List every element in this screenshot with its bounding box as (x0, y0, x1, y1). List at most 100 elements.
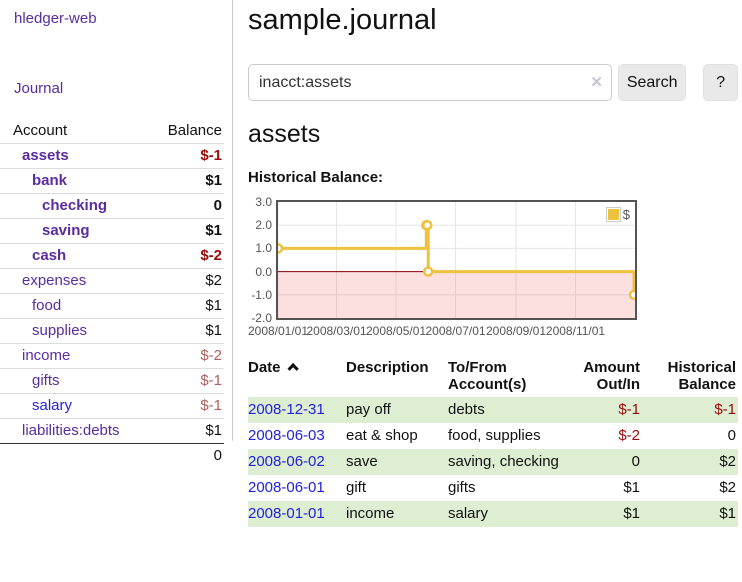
search-input[interactable] (248, 64, 612, 101)
x-axis-tick: 2008/09/01 (485, 324, 547, 338)
transaction-date-link[interactable]: 2008-06-01 (248, 479, 325, 496)
transaction-description: gift (346, 479, 367, 496)
brand-link[interactable]: hledger-web (14, 10, 97, 27)
legend-swatch-icon (605, 207, 621, 222)
help-button[interactable]: ? (703, 64, 738, 101)
account-balance: $-1 (141, 143, 224, 169)
transaction-amount: $-1 (572, 397, 642, 423)
account-row: gifts $-1 (0, 368, 224, 394)
transaction-description: eat & shop (346, 427, 418, 444)
chart-title: Historical Balance: (248, 169, 384, 186)
y-axis-tick: -2.0 (251, 311, 272, 325)
accounts-header-balance: Balance (167, 122, 222, 139)
y-axis-tick: 1.0 (255, 241, 272, 256)
account-row: liabilities:debts $1 (0, 418, 224, 444)
transaction-accounts: gifts (448, 479, 476, 496)
account-balance: $-1 (141, 368, 224, 394)
transaction-balance: $2 (719, 479, 736, 496)
clear-search-icon[interactable]: ✕ (590, 74, 603, 91)
chart-data-point (278, 243, 284, 254)
account-link-saving[interactable]: saving (42, 222, 90, 239)
account-heading: assets (248, 120, 321, 148)
transaction-date-link[interactable]: 2008-06-03 (248, 427, 325, 444)
legend-label: $ (622, 207, 630, 222)
x-axis-tick: 2008/11/01 (545, 324, 606, 338)
search-form: ✕ Search ? (248, 64, 738, 101)
transaction-accounts: debts (448, 397, 572, 423)
chart-legend: $ (605, 207, 630, 222)
register-header-balance: Historical Balance (667, 359, 736, 393)
register-row: 2008-06-01 gift gifts $1 $2 (248, 475, 738, 501)
transaction-description: pay off (346, 397, 448, 423)
y-axis-tick: 0.0 (255, 264, 272, 279)
accounts-total-value: 0 (141, 443, 224, 468)
account-row: income $-2 (0, 343, 224, 369)
accounts-header-account: Account (13, 122, 68, 139)
sidebar-nav: Journal (0, 80, 232, 97)
account-row: saving $1 (0, 218, 224, 244)
register-header-date[interactable]: Date (248, 355, 346, 397)
account-link-expenses[interactable]: expenses (22, 272, 87, 289)
transaction-description: income (346, 501, 448, 527)
transaction-balance: 0 (727, 427, 736, 444)
sort-asc-icon (286, 363, 299, 375)
register-header-description: Description (346, 359, 429, 376)
transaction-accounts: salary (448, 501, 572, 527)
register-header-row: Date Description To/From Account(s) Amou… (248, 355, 738, 397)
transaction-date-link[interactable]: 2008-06-02 (248, 453, 325, 470)
account-link-checking[interactable]: checking (42, 197, 108, 214)
accounts-total-row: 0 (0, 443, 224, 468)
account-balance: 0 (141, 193, 224, 219)
brand: hledger-web (0, 10, 232, 27)
transaction-balance: $1 (642, 501, 738, 527)
account-row: supplies $1 (0, 318, 224, 344)
x-axis-tick: 2008/05/01 (365, 324, 427, 338)
transaction-date-link[interactable]: 2008-12-31 (248, 401, 325, 418)
chart-data-point (628, 289, 635, 301)
register-header-amount: Amount Out/In (583, 359, 640, 393)
x-axis-tick: 2008/07/01 (425, 324, 486, 338)
account-balance: $2 (141, 268, 224, 294)
account-link-supplies[interactable]: supplies (32, 322, 88, 339)
account-row: cash $-2 (0, 243, 224, 269)
y-axis-tick: 2.0 (255, 218, 272, 233)
search-button[interactable]: Search (618, 64, 687, 101)
account-link-gifts[interactable]: gifts (32, 372, 60, 389)
account-balance: $1 (141, 293, 224, 319)
chart-data-point (422, 266, 434, 277)
accounts-table: Account Balance assets $-1 bank $1 checking 0… (0, 119, 224, 468)
search-box: ✕ (248, 64, 612, 101)
nav-journal-link[interactable]: Journal (14, 80, 64, 97)
account-link-liabilities-debts[interactable]: liabilities:debts (22, 422, 120, 439)
account-row: expenses $2 (0, 268, 224, 294)
transaction-amount: 0 (572, 449, 642, 475)
transaction-accounts: saving, checking (448, 449, 572, 475)
account-row: food $1 (0, 293, 224, 319)
account-balance: $-1 (141, 393, 224, 419)
register-row: 2008-06-03 eat & shop food, supplies $-2 0 (248, 423, 738, 449)
account-link-cash[interactable]: cash (32, 247, 67, 264)
account-balance: $-2 (141, 343, 224, 369)
transaction-balance: $-1 (642, 397, 738, 423)
account-link-bank[interactable]: bank (32, 172, 68, 189)
x-axis-tick: 2008/01/01 (247, 324, 309, 338)
transaction-amount: $1 (572, 501, 642, 527)
register-row: 2008-01-01 income salary $1 $1 (248, 501, 738, 527)
transaction-date-link[interactable]: 2008-01-01 (248, 505, 325, 522)
transaction-accounts: food, supplies (448, 427, 541, 444)
transaction-amount: $1 (623, 479, 640, 496)
account-link-salary[interactable]: salary (32, 397, 73, 414)
account-link-food[interactable]: food (32, 297, 62, 314)
accounts-total-spacer (0, 443, 142, 468)
y-axis-tick: -1.0 (251, 287, 272, 302)
transaction-balance: $2 (642, 449, 738, 475)
account-balance: $1 (141, 168, 224, 194)
account-link-income[interactable]: income (22, 347, 71, 364)
register-table: Date Description To/From Account(s) Amou… (248, 355, 738, 527)
register-row: 2008-12-31 pay off debts $-1 $-1 (248, 397, 738, 423)
transaction-amount: $-2 (618, 427, 640, 444)
main-content: sample.journal ✕ Search ? assets Histori… (248, 0, 738, 527)
page-title: sample.journal (248, 4, 437, 36)
account-link-assets[interactable]: assets (22, 147, 69, 164)
